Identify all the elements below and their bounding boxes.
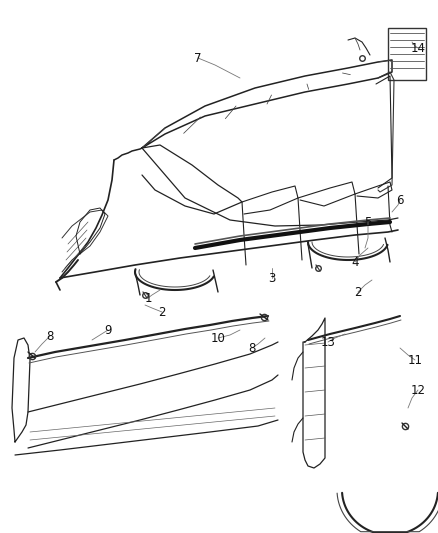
Text: 8: 8 — [46, 329, 54, 343]
Text: 13: 13 — [321, 335, 336, 349]
Text: 5: 5 — [364, 215, 372, 229]
Text: 11: 11 — [407, 353, 423, 367]
Text: 4: 4 — [351, 255, 359, 269]
Text: 9: 9 — [104, 324, 112, 336]
Text: 2: 2 — [158, 305, 166, 319]
Text: 3: 3 — [268, 271, 276, 285]
Text: 2: 2 — [354, 286, 362, 298]
Text: 12: 12 — [410, 384, 425, 397]
Text: 8: 8 — [248, 342, 256, 354]
Text: 7: 7 — [194, 52, 202, 64]
Text: 1: 1 — [144, 292, 152, 304]
Text: 10: 10 — [211, 332, 226, 344]
Text: 6: 6 — [396, 193, 404, 206]
Text: 14: 14 — [410, 42, 425, 54]
